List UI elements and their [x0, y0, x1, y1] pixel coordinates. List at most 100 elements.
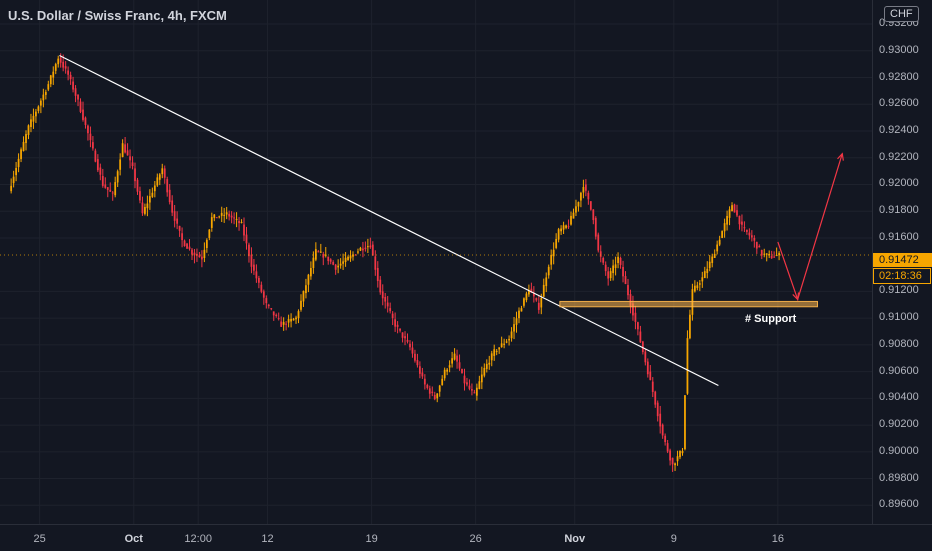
time-tick: Nov — [564, 533, 586, 545]
candle-body — [327, 256, 330, 261]
candle-body — [414, 353, 416, 361]
grid — [0, 0, 872, 524]
candle-body — [391, 313, 394, 319]
candle-body — [210, 217, 213, 228]
candle-body — [292, 318, 295, 321]
candle-body — [622, 267, 624, 277]
candle-body — [275, 314, 278, 317]
candle-body — [151, 192, 154, 197]
candle-body — [134, 168, 136, 182]
candle-body — [686, 338, 689, 394]
candle-body — [15, 168, 17, 176]
candle-body — [473, 392, 476, 394]
candle-body — [632, 303, 634, 316]
price-tick: 0.90000 — [879, 444, 919, 457]
candle-body — [428, 388, 431, 394]
candle-body — [379, 279, 382, 293]
candle-body — [39, 100, 42, 106]
candle-body — [493, 349, 496, 356]
candle-body — [763, 253, 766, 255]
projection-path[interactable] — [777, 153, 843, 302]
candle-body — [523, 298, 525, 306]
candle-body — [582, 187, 585, 193]
candle-body — [342, 261, 344, 264]
candle-body — [52, 71, 55, 78]
candle-body — [218, 216, 221, 218]
candle-body — [421, 372, 424, 377]
candle-body — [659, 413, 662, 427]
currency-badge[interactable]: CHF — [884, 6, 919, 22]
candle-body — [550, 254, 553, 265]
candle-body — [99, 167, 102, 175]
price-tick: 0.91200 — [879, 284, 919, 297]
candle-body — [453, 353, 456, 360]
candle-body — [27, 125, 30, 136]
candle-body — [721, 231, 724, 238]
candle-body — [297, 311, 300, 319]
candle-body — [718, 239, 721, 245]
candle-body — [679, 450, 681, 458]
support-zone[interactable] — [559, 300, 818, 308]
candle-body — [768, 254, 771, 256]
candle-body — [684, 395, 686, 450]
support-label: # Support — [745, 313, 797, 325]
candle-body — [319, 251, 322, 253]
candle-body — [760, 249, 763, 256]
candle-body — [409, 343, 411, 348]
candle-body — [208, 229, 211, 238]
candle-body — [44, 91, 47, 95]
candle-body — [30, 119, 32, 127]
candle-body — [726, 215, 728, 225]
candle-body — [592, 209, 595, 221]
time-axis[interactable]: 25 Oct 12:00 12 19 26 Nov 9 16 — [0, 524, 932, 551]
candle-body — [746, 229, 748, 232]
candle-body — [369, 245, 372, 248]
trendline[interactable] — [59, 54, 719, 387]
candle-body — [637, 322, 639, 330]
candle-body — [438, 385, 441, 392]
candle-body — [94, 150, 97, 162]
time-tick: 26 — [469, 533, 482, 545]
candle-body — [79, 101, 82, 112]
price-tick: 0.89600 — [879, 498, 919, 511]
candle-body — [597, 234, 600, 251]
candle-body — [77, 94, 79, 100]
candle-body — [260, 284, 263, 292]
candle-body — [748, 232, 751, 236]
candle-body — [366, 246, 369, 248]
candle-body — [676, 456, 679, 462]
candle-body — [624, 276, 627, 285]
candle-body — [646, 361, 649, 375]
price-tick: 0.89800 — [879, 471, 919, 484]
candle-body — [287, 319, 290, 323]
price-tick: 0.90400 — [879, 391, 919, 404]
candle-body — [181, 233, 183, 241]
candle-body — [35, 111, 37, 117]
candle-body — [545, 277, 548, 287]
candle-body — [401, 332, 404, 338]
candle-body — [74, 88, 77, 96]
price-tick: 0.92800 — [879, 70, 919, 83]
candle-body — [436, 393, 439, 399]
candle-body — [171, 200, 174, 213]
candle-body — [399, 328, 401, 331]
candle-body — [215, 217, 218, 219]
candle-body — [557, 229, 560, 240]
candle-body — [89, 133, 92, 141]
candle-body — [374, 256, 377, 270]
candle-body — [520, 308, 523, 312]
candle-body — [349, 255, 352, 259]
last-price-label: 0.91472 — [873, 253, 932, 267]
candle-body — [228, 213, 231, 217]
price-plot[interactable] — [0, 0, 872, 524]
candle-body — [72, 81, 74, 90]
candle-body — [109, 189, 112, 192]
candle-body — [354, 254, 357, 256]
candle-body — [42, 94, 45, 101]
candle-body — [607, 271, 610, 279]
time-tick: 25 — [33, 533, 46, 545]
candle-body — [480, 374, 483, 383]
candle-body — [703, 271, 706, 279]
candle-body — [101, 176, 104, 186]
